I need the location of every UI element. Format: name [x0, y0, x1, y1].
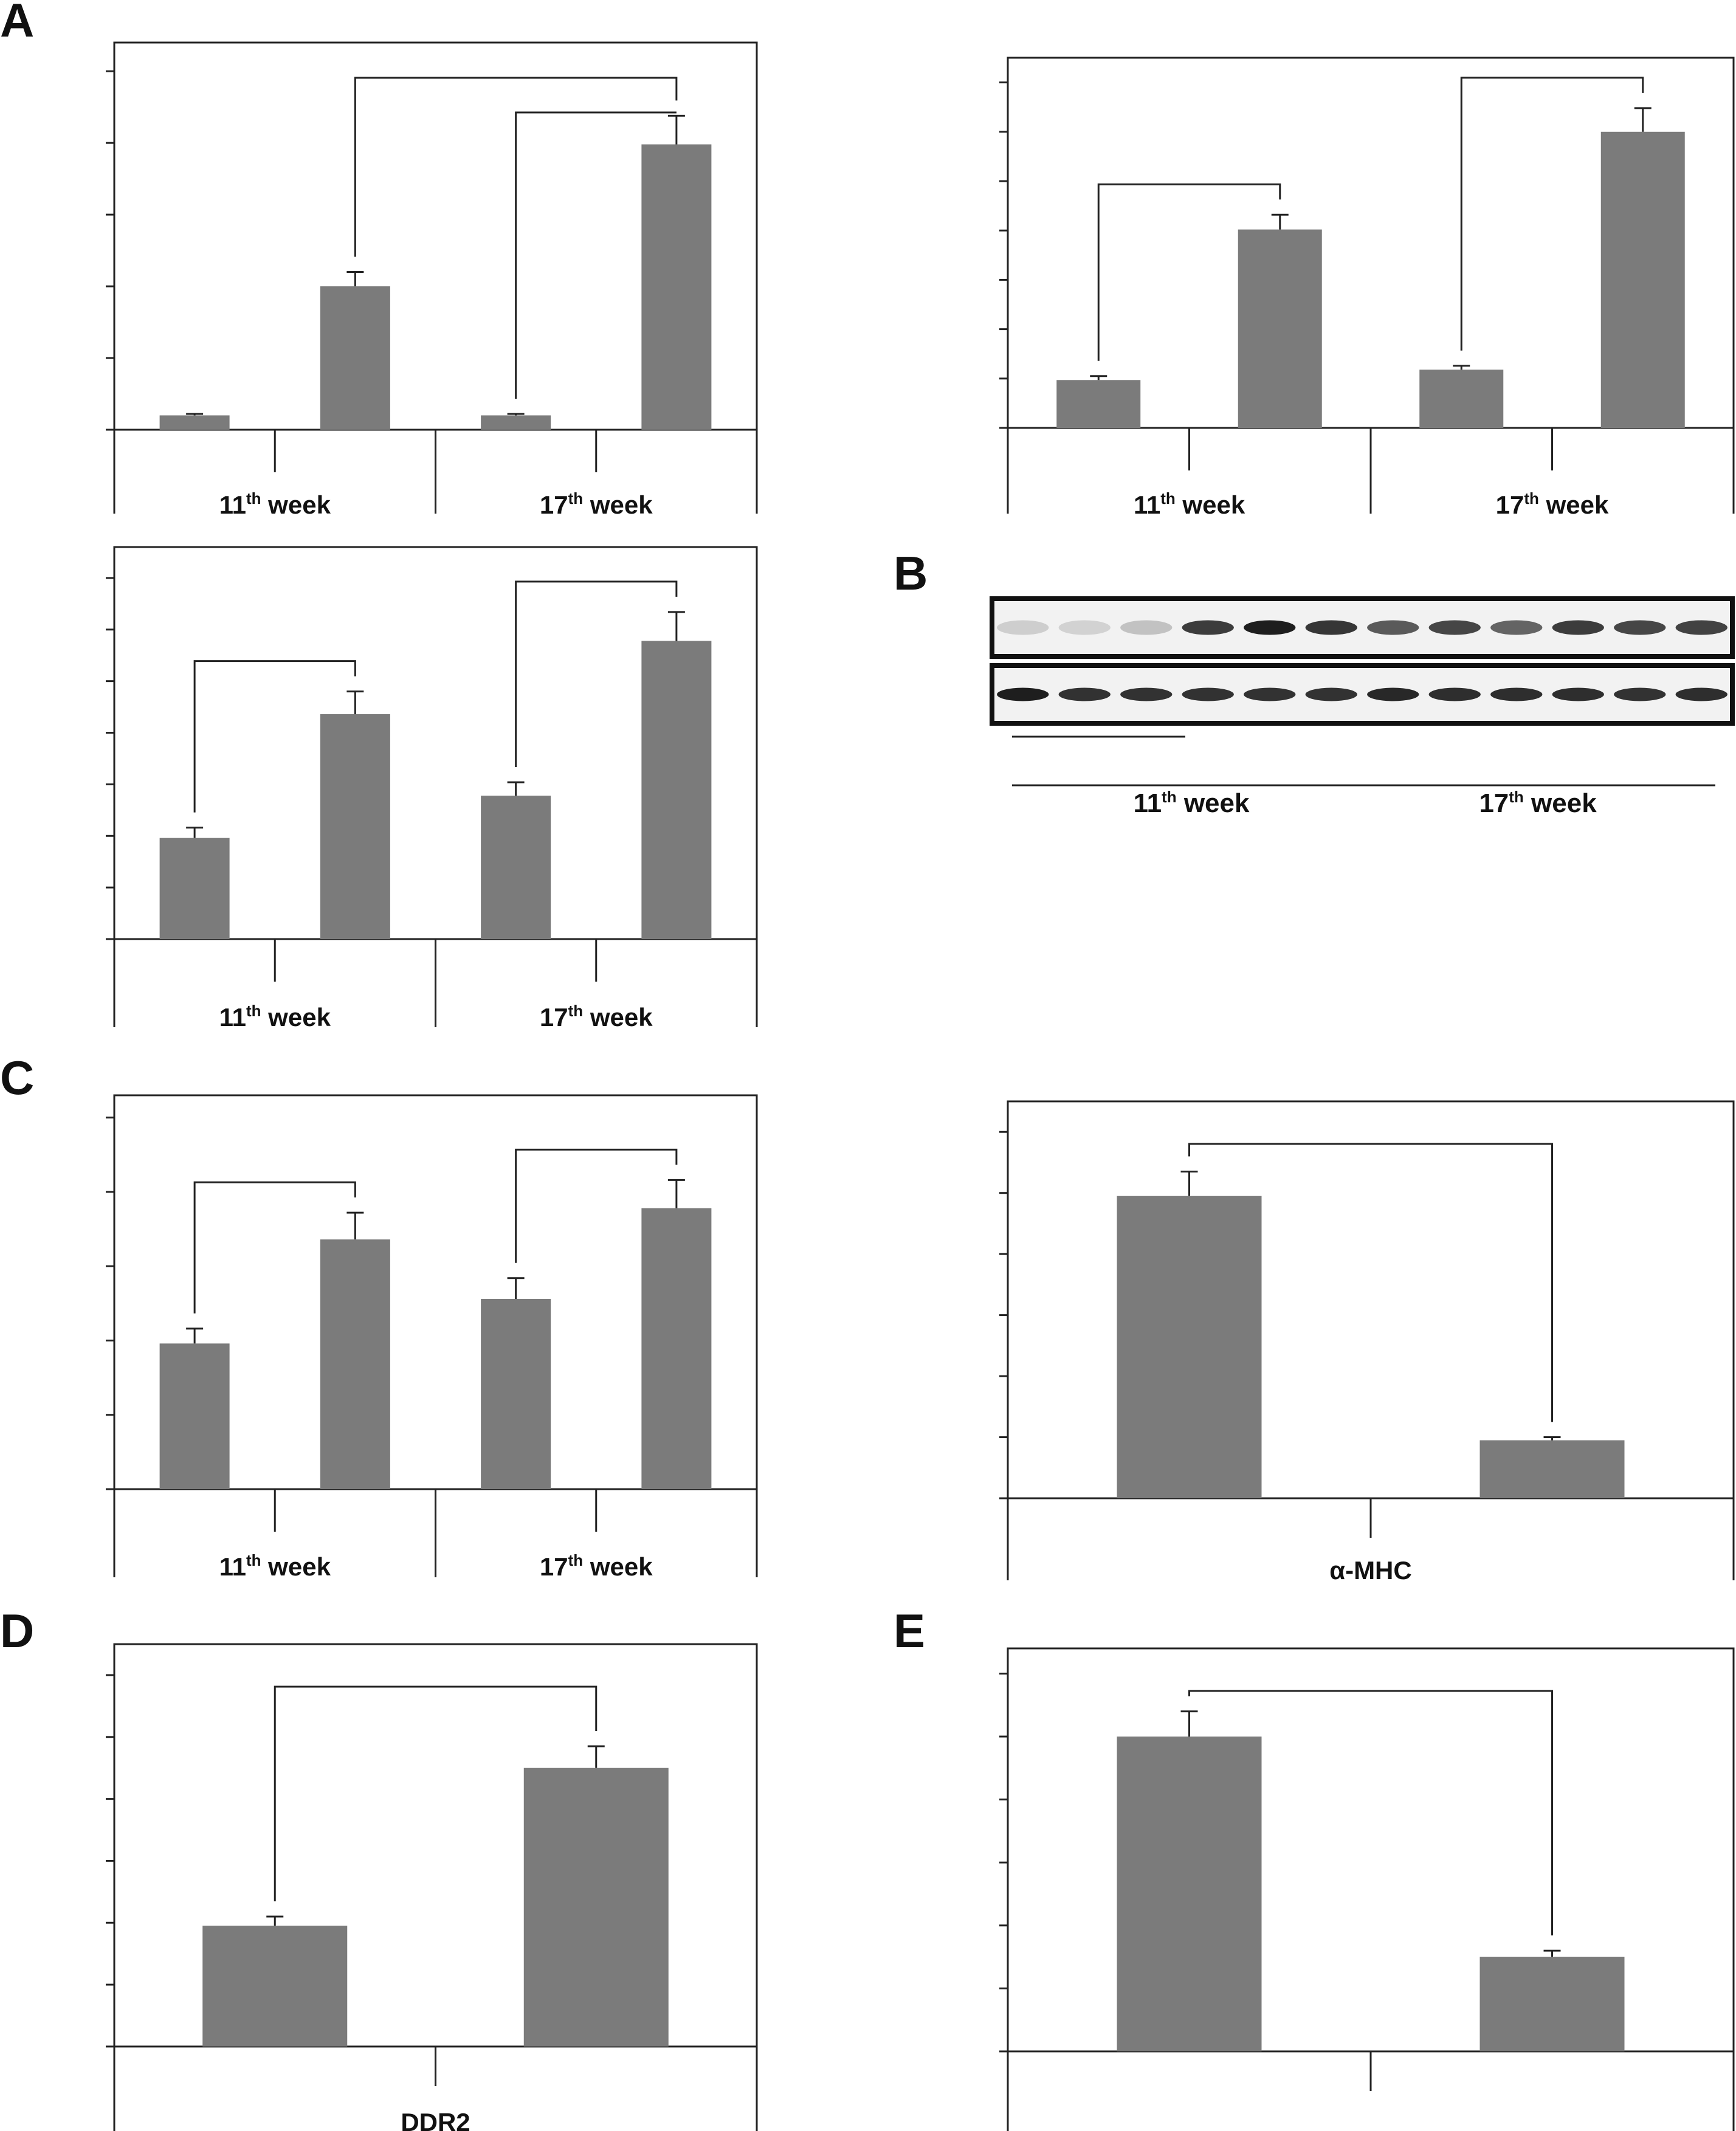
- blot-band: [997, 620, 1049, 635]
- bar-ls-0: [159, 838, 230, 939]
- significance-bracket: [354, 77, 678, 257]
- bar-ls-2: [1419, 370, 1504, 428]
- bar-hs-3: [641, 1208, 712, 1489]
- blot-band: [1490, 687, 1543, 701]
- bar-ls-2: [481, 796, 551, 939]
- mir29a-bar-chart: 11th week 17th week: [106, 1094, 758, 1581]
- bar-hs-3: [641, 641, 712, 939]
- bar-fibroblasts-1: [1479, 1957, 1625, 2051]
- panel-letter-d: D: [0, 1604, 34, 1658]
- bar-ls-2: [481, 415, 551, 430]
- blot-band: [1120, 687, 1173, 701]
- plot-frame: [1007, 1647, 1735, 2053]
- bar-hs-1: [320, 1239, 390, 1489]
- blot-band: [1614, 687, 1666, 701]
- blot-band: [1367, 687, 1419, 701]
- blot-band: [1428, 620, 1481, 635]
- blot-band: [1552, 620, 1604, 635]
- timepoint-label: 11th week: [1134, 788, 1250, 818]
- blot-band: [1675, 620, 1727, 635]
- bar-nrvms-0: [202, 1926, 348, 2047]
- blot-band: [1490, 620, 1543, 635]
- alpha-mhc-blot-strip: [990, 596, 1735, 659]
- panel-letter-e: E: [894, 1604, 925, 1658]
- blot-band: [1367, 620, 1419, 635]
- blot-band: [1675, 687, 1727, 701]
- bar-nrvms-0: [1117, 1737, 1262, 2051]
- blot-band: [1182, 620, 1234, 635]
- plot-frame: [1007, 1100, 1735, 1499]
- bar-fibroblasts-1: [523, 1768, 669, 2047]
- bar-ls-2: [481, 1299, 551, 1489]
- bnp-bar-chart: 11th week 17th week: [999, 57, 1735, 519]
- group-label: 17th week: [540, 1551, 653, 1581]
- alpha-mhc-celltype-bar-chart: α-MHC: [999, 1100, 1735, 1585]
- group-label: 17th week: [540, 489, 653, 519]
- panel-letter-a: A: [0, 0, 34, 47]
- group-label: α-MHC: [1329, 1556, 1411, 1585]
- significance-bracket: [274, 1685, 598, 1902]
- bar-fibroblasts-1: [1479, 1440, 1625, 1498]
- gapdh-blot-strip: [990, 663, 1735, 726]
- blot-band: [1428, 687, 1481, 701]
- bar-hs-1: [320, 714, 390, 939]
- blot-band: [1182, 687, 1234, 701]
- significance-bracket: [193, 1181, 356, 1313]
- group-label: DDR2: [401, 2108, 470, 2131]
- significance-bracket: [515, 580, 678, 767]
- alpha-mhc-diet-bar-chart: 11th week 17th week: [106, 546, 758, 1031]
- group-label: 11th week: [1134, 489, 1245, 519]
- bar-ls-0: [1056, 380, 1141, 428]
- blot-band: [1058, 620, 1111, 635]
- group-label: 17th week: [1496, 489, 1609, 519]
- significance-bracket: [193, 660, 356, 813]
- significance-bracket: [515, 111, 677, 399]
- bar-ls-0: [159, 415, 230, 430]
- blot-band: [1614, 620, 1666, 635]
- bar-hs-3: [1600, 131, 1685, 429]
- ddr2-bar-chart: DDR2: [106, 1643, 758, 2131]
- significance-bracket: [1188, 1690, 1553, 1936]
- bar-nrvms-0: [1117, 1196, 1262, 1498]
- panel-letter-b: B: [894, 546, 928, 600]
- bar-hs-1: [1238, 229, 1322, 428]
- bar-hs-1: [320, 286, 390, 430]
- blot-band: [997, 687, 1049, 701]
- timepoint-label: 17th week: [1479, 788, 1597, 818]
- group-label: 11th week: [219, 1002, 331, 1031]
- mir-arbitrary-units-bar-chart: [999, 1647, 1735, 2131]
- group-label: 17th week: [540, 1002, 653, 1031]
- blot-band: [1058, 687, 1111, 701]
- blot-band: [1244, 687, 1296, 701]
- significance-bracket: [1188, 1143, 1553, 1422]
- blot-band: [1305, 687, 1357, 701]
- significance-bracket: [515, 1148, 678, 1263]
- significance-bracket: [1460, 77, 1644, 351]
- significance-bracket: [1097, 183, 1281, 361]
- blot-band: [1552, 687, 1604, 701]
- blot-band: [1244, 620, 1296, 635]
- panel-letter-c: C: [0, 1051, 34, 1104]
- group-label: 11th week: [219, 1551, 331, 1581]
- blot-band: [1305, 620, 1357, 635]
- group-label: 11th week: [219, 489, 331, 519]
- blot-band: [1120, 620, 1173, 635]
- western-blot: 11th week 17th week: [990, 596, 1735, 818]
- anf-bar-chart: 11th week 17th week: [106, 41, 758, 519]
- bar-ls-0: [159, 1343, 230, 1489]
- bar-hs-3: [641, 144, 712, 430]
